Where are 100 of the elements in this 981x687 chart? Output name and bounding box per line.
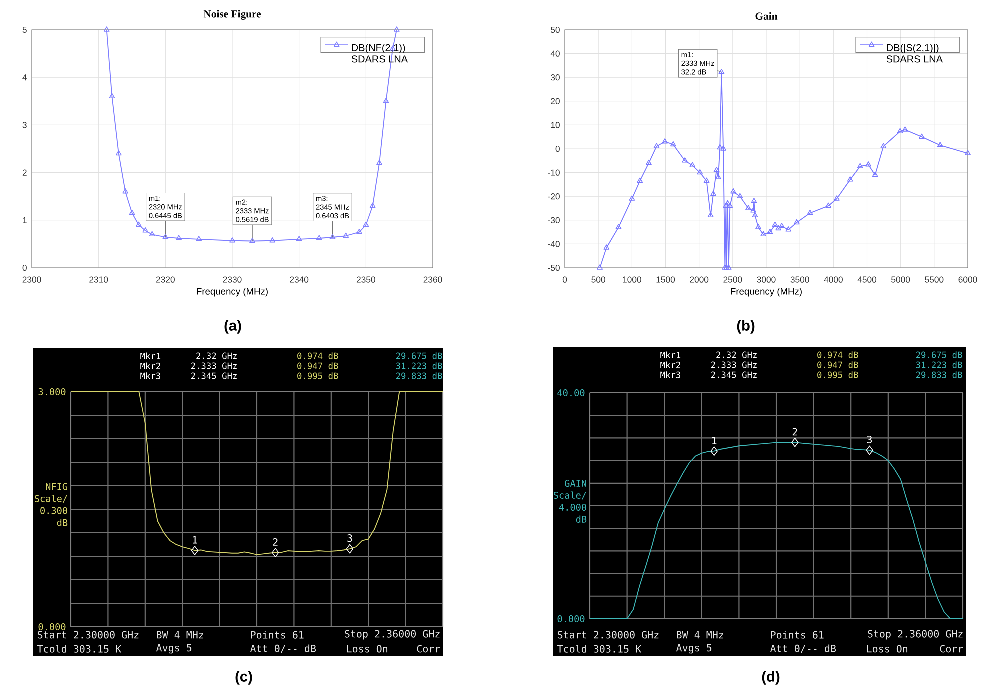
x-axis-title: Frequency (MHz): [731, 288, 802, 297]
point: [760, 231, 766, 237]
point: [716, 174, 722, 180]
point: [776, 225, 782, 231]
point: [270, 238, 276, 243]
point: [857, 163, 864, 168]
point: [662, 138, 668, 144]
y-tick-label: 30: [550, 74, 560, 81]
x-tick-label: 3000: [757, 276, 776, 283]
point: [394, 26, 400, 32]
point: [786, 226, 792, 232]
point: [897, 128, 904, 134]
point: [597, 264, 604, 270]
text: Mkr2: [660, 362, 680, 368]
annotation: 3: [867, 436, 872, 444]
text: (a): [224, 320, 242, 334]
point: [690, 162, 696, 168]
point: [330, 234, 336, 240]
text: Tcold 303.15 K: [558, 645, 642, 653]
point: [720, 146, 726, 151]
text: (c): [236, 671, 252, 685]
chart-title: Noise Figure: [204, 10, 262, 20]
text: Mkr3: [140, 372, 160, 380]
y-tick-label: -10: [548, 170, 560, 176]
x-tick-label: 4500: [858, 276, 877, 283]
y-tick-label: 20: [551, 98, 560, 104]
y-tick-label: 50: [551, 26, 560, 34]
y-tick-label: 3.000: [38, 388, 66, 396]
text: Stop 2.36000 GHz: [345, 630, 440, 640]
text: 29.833 dB: [396, 372, 442, 380]
point: [604, 244, 610, 250]
point: [250, 238, 256, 244]
point: [363, 222, 370, 228]
annotation: 1: [193, 536, 198, 544]
point: [116, 150, 122, 156]
text: Mkr1: [660, 352, 681, 358]
x-tick-label: 1000: [623, 276, 642, 283]
y-tick-label: 0: [22, 264, 27, 272]
x-tick-label: 2310: [90, 276, 108, 283]
x-tick-label: 2000: [690, 276, 709, 283]
point: [710, 190, 716, 196]
text: 0.947 dB: [298, 362, 338, 370]
text: Loss On: [347, 645, 388, 653]
text: Corr: [417, 645, 440, 653]
point: [682, 158, 688, 163]
text: Avgs 5: [676, 644, 712, 654]
point: [726, 264, 732, 270]
y-tick-label: 2: [22, 170, 27, 176]
point: [826, 202, 832, 208]
point: [383, 98, 390, 104]
text: Mkr3: [660, 372, 680, 378]
text: Att 0/-- dB: [250, 644, 316, 654]
text: Tcold 303.15 K: [38, 645, 122, 653]
point: [376, 160, 382, 166]
point: [718, 69, 725, 74]
text: 2.32 GHz: [196, 352, 237, 360]
x-tick-label: 0: [562, 276, 568, 283]
y-axis-title: GAIN Scale/ 4.000 dB: [554, 480, 587, 524]
x-tick-label: 2340: [290, 276, 309, 283]
x-tick-label: 6000: [958, 276, 978, 283]
point: [880, 143, 887, 148]
point: [704, 178, 710, 183]
text: 29.675 dB: [396, 352, 442, 360]
y-tick-label: 40: [550, 50, 560, 57]
y-tick-label: -30: [548, 217, 560, 224]
point: [616, 224, 622, 230]
point: [637, 178, 644, 183]
point: [750, 208, 756, 213]
y-tick-label: -50: [548, 264, 560, 272]
x-tick-label: 4000: [824, 276, 843, 283]
text: 0.974 dB: [818, 352, 858, 358]
legend-label: DB(|S(2,1)|) SDARS LNA: [886, 44, 943, 63]
point: [730, 188, 736, 194]
point: [654, 143, 660, 148]
text: 0.995 dB: [818, 372, 858, 378]
y-tick-label: 3: [22, 122, 27, 128]
x-tick-label: 2320: [156, 276, 175, 283]
point: [752, 212, 758, 218]
point: [196, 236, 202, 242]
y-tick-label: -20: [548, 194, 560, 200]
point: [807, 210, 814, 216]
text: Att 0/-- dB: [770, 644, 836, 654]
x-tick-label: 2360: [424, 276, 442, 283]
x-tick-label: 2300: [22, 276, 42, 283]
x-axis-title: Frequency (MHz): [197, 288, 268, 297]
point: [343, 232, 350, 238]
point: [847, 176, 854, 182]
annotation: 3: [348, 534, 352, 542]
text: 0.947 dB: [818, 362, 858, 368]
point: [230, 238, 236, 243]
point: [176, 235, 182, 240]
point: [104, 26, 110, 32]
text: 29.833 dB: [916, 372, 962, 378]
point: [779, 223, 785, 228]
text: (b): [737, 320, 755, 334]
text: Mkr2: [140, 362, 160, 370]
point: [866, 162, 872, 167]
y-tick-label: 5: [22, 26, 27, 34]
x-tick-label: 500: [592, 276, 606, 283]
point: [296, 236, 302, 242]
